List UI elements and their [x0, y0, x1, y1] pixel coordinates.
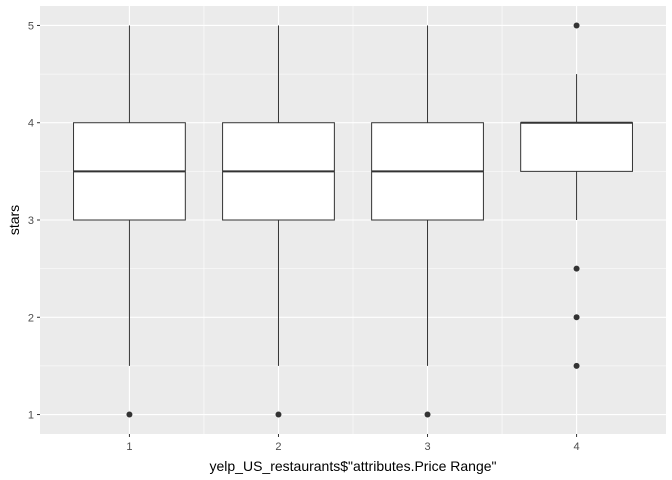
box-1 [73, 25, 186, 418]
y-tick-label: 4 [28, 118, 34, 130]
y-axis: 1 2 3 4 5 [28, 20, 40, 422]
box-3 [371, 25, 484, 418]
box-2 [222, 25, 335, 418]
x-axis-title: yelp_US_restaurants$"attributes.Price Ra… [210, 458, 497, 474]
x-tick-label: 3 [424, 441, 430, 453]
x-axis: 1 2 3 4 [126, 434, 580, 453]
box-iqr [520, 122, 633, 172]
outlier-point [573, 265, 580, 272]
outlier-point [275, 411, 282, 418]
x-tick-label: 1 [126, 441, 132, 453]
outlier-point [126, 411, 133, 418]
outlier-point [424, 411, 431, 418]
x-tick-label: 2 [275, 441, 281, 453]
x-tick-label: 4 [574, 441, 580, 453]
y-tick-label: 5 [28, 20, 34, 32]
box-4 [520, 22, 633, 369]
outlier-point [573, 362, 580, 369]
y-axis-title: stars [6, 205, 22, 235]
outlier-point [573, 314, 580, 321]
y-tick-label: 2 [28, 312, 34, 324]
y-tick-label: 1 [28, 410, 34, 422]
outlier-point [573, 22, 580, 29]
y-tick-label: 3 [28, 215, 34, 227]
boxes-layer [73, 22, 633, 418]
